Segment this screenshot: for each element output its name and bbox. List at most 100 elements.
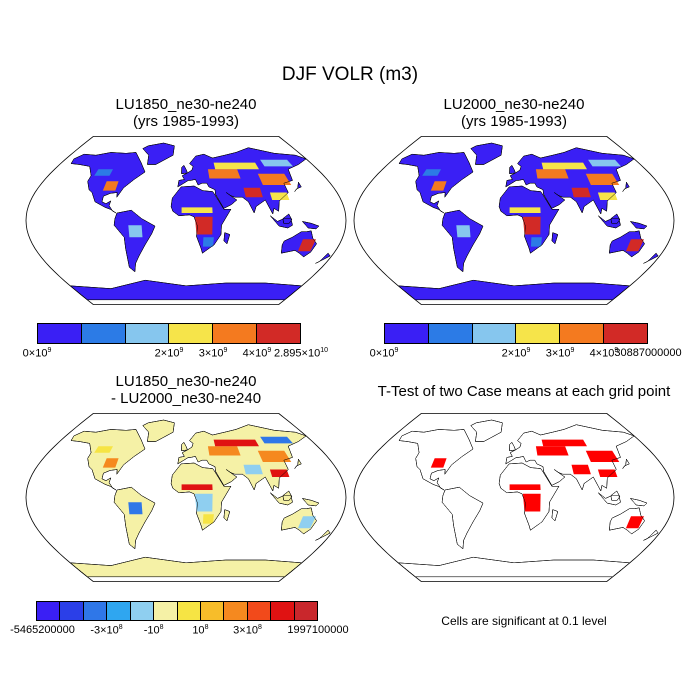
colorbar-box bbox=[130, 602, 155, 620]
coastline-eurasia bbox=[505, 424, 635, 492]
colorbar-tick-label: 4×109 bbox=[242, 347, 272, 360]
data-region bbox=[257, 450, 292, 462]
coastline-uk bbox=[181, 442, 188, 452]
landmass-samerica bbox=[113, 209, 156, 273]
colorbar-box bbox=[125, 324, 170, 343]
data-region bbox=[102, 458, 119, 468]
coastline-indonesia bbox=[598, 215, 621, 229]
data-region bbox=[625, 516, 644, 529]
coastline-namerica bbox=[70, 429, 146, 491]
coastline-africa bbox=[498, 462, 560, 531]
coastline-antarctica bbox=[397, 279, 631, 301]
map-border bbox=[25, 413, 347, 582]
data-region bbox=[588, 159, 621, 167]
data-region bbox=[181, 484, 213, 490]
colorbar-box bbox=[271, 602, 295, 620]
data-region bbox=[535, 169, 569, 179]
data-region bbox=[522, 493, 541, 512]
coastline-eurasia bbox=[177, 424, 307, 492]
data-region bbox=[207, 169, 241, 179]
colorbar-tick-label: 2×109 bbox=[501, 347, 531, 360]
significance-note: Cells are significant at 0.1 level bbox=[441, 614, 607, 628]
coastline-borneo bbox=[282, 213, 293, 224]
colorbar-box bbox=[177, 602, 201, 620]
data-region bbox=[422, 446, 441, 453]
colorbar-box bbox=[472, 324, 517, 343]
coastline-antarctica bbox=[69, 556, 303, 578]
coastline-africa bbox=[170, 462, 232, 531]
colorbar-box bbox=[224, 602, 248, 620]
data-region bbox=[541, 162, 587, 170]
colorbar-box bbox=[213, 324, 258, 343]
panel-title-line1: LU2000_ne30-ne240 bbox=[443, 96, 585, 113]
colorbar-box bbox=[169, 324, 214, 343]
data-region bbox=[509, 484, 541, 490]
panel-title-line1: LU1850_ne30-ne240 bbox=[115, 373, 257, 390]
colorbar-tick-label: 2×109 bbox=[154, 347, 184, 360]
landmass-samerica bbox=[441, 209, 484, 273]
coastline-greenland bbox=[470, 419, 503, 442]
data-region bbox=[541, 439, 587, 447]
colorbar-top-right-labels: 0×109 2×109 3×109 4×109 30887000000 bbox=[370, 347, 682, 363]
colorbar-box bbox=[60, 602, 84, 620]
coastline-australia bbox=[281, 230, 317, 258]
coastline-uk bbox=[181, 165, 188, 175]
map-panel-3 bbox=[25, 413, 347, 582]
data-region bbox=[260, 159, 293, 167]
data-region bbox=[509, 207, 541, 213]
coastline-newzealand bbox=[643, 529, 659, 541]
map-panel-2 bbox=[353, 136, 675, 305]
coastline-australia bbox=[609, 507, 645, 535]
landmass-samerica bbox=[113, 486, 156, 550]
coastline-newzealand bbox=[643, 252, 659, 264]
map-border bbox=[25, 136, 347, 305]
colorbar-difference bbox=[36, 601, 318, 621]
coastline-africa bbox=[498, 185, 560, 254]
data-region bbox=[194, 216, 213, 235]
coastline-newguinea bbox=[629, 497, 648, 507]
colorbar-tick-label: 108 bbox=[192, 624, 209, 637]
panel-title-top-right: LU2000_ne30-ne240 (yrs 1985-1993) bbox=[352, 96, 676, 130]
data-region bbox=[202, 514, 214, 524]
coastline-samerica bbox=[113, 209, 156, 273]
coastline-japan bbox=[294, 458, 302, 469]
coastline-australia bbox=[609, 230, 645, 258]
panel-title-line2: - LU2000_ne30-ne240 bbox=[110, 390, 262, 407]
data-region bbox=[456, 502, 471, 515]
coastline-africa bbox=[170, 185, 232, 254]
coastline-newguinea bbox=[301, 497, 320, 507]
data-region bbox=[522, 216, 541, 235]
data-region bbox=[207, 446, 241, 456]
colorbar-top-left-labels: 0×109 2×109 3×109 4×109 2.895×1010 bbox=[23, 347, 328, 363]
colorbar-box bbox=[560, 324, 605, 343]
coastline-samerica bbox=[113, 486, 156, 550]
data-region bbox=[588, 436, 621, 444]
colorbar-box bbox=[604, 324, 647, 343]
coastline-newzealand bbox=[315, 252, 331, 264]
colorbar-top-left bbox=[37, 323, 301, 344]
data-region bbox=[213, 162, 259, 170]
data-region bbox=[530, 237, 542, 247]
data-region bbox=[585, 450, 620, 462]
data-region bbox=[94, 446, 113, 453]
map-border bbox=[353, 136, 675, 305]
panel-title-line1: LU1850_ne30-ne240 bbox=[115, 96, 257, 113]
data-region bbox=[456, 225, 471, 238]
coastline-greenland bbox=[142, 142, 175, 165]
panel-title-top-left: LU1850_ne30-ne240 (yrs 1985-1993) bbox=[24, 96, 348, 130]
coastline-eurasia bbox=[177, 147, 307, 215]
data-region bbox=[260, 436, 293, 444]
landmass-samerica bbox=[441, 486, 484, 550]
colorbar-tick-label: 2.895×1010 bbox=[274, 347, 328, 360]
coastline-newguinea bbox=[301, 220, 320, 230]
data-region bbox=[597, 469, 618, 477]
colorbar-tick-label: 0×109 bbox=[22, 347, 52, 360]
data-region bbox=[535, 446, 569, 456]
coastline-japan bbox=[622, 181, 630, 192]
coastline-madagascar bbox=[551, 232, 559, 245]
colorbar-tick-label: 3×109 bbox=[198, 347, 228, 360]
coastline-antarctica bbox=[397, 556, 631, 578]
coastline-samerica bbox=[441, 486, 484, 550]
coastline-uk bbox=[509, 442, 516, 452]
coastline-japan bbox=[294, 181, 302, 192]
